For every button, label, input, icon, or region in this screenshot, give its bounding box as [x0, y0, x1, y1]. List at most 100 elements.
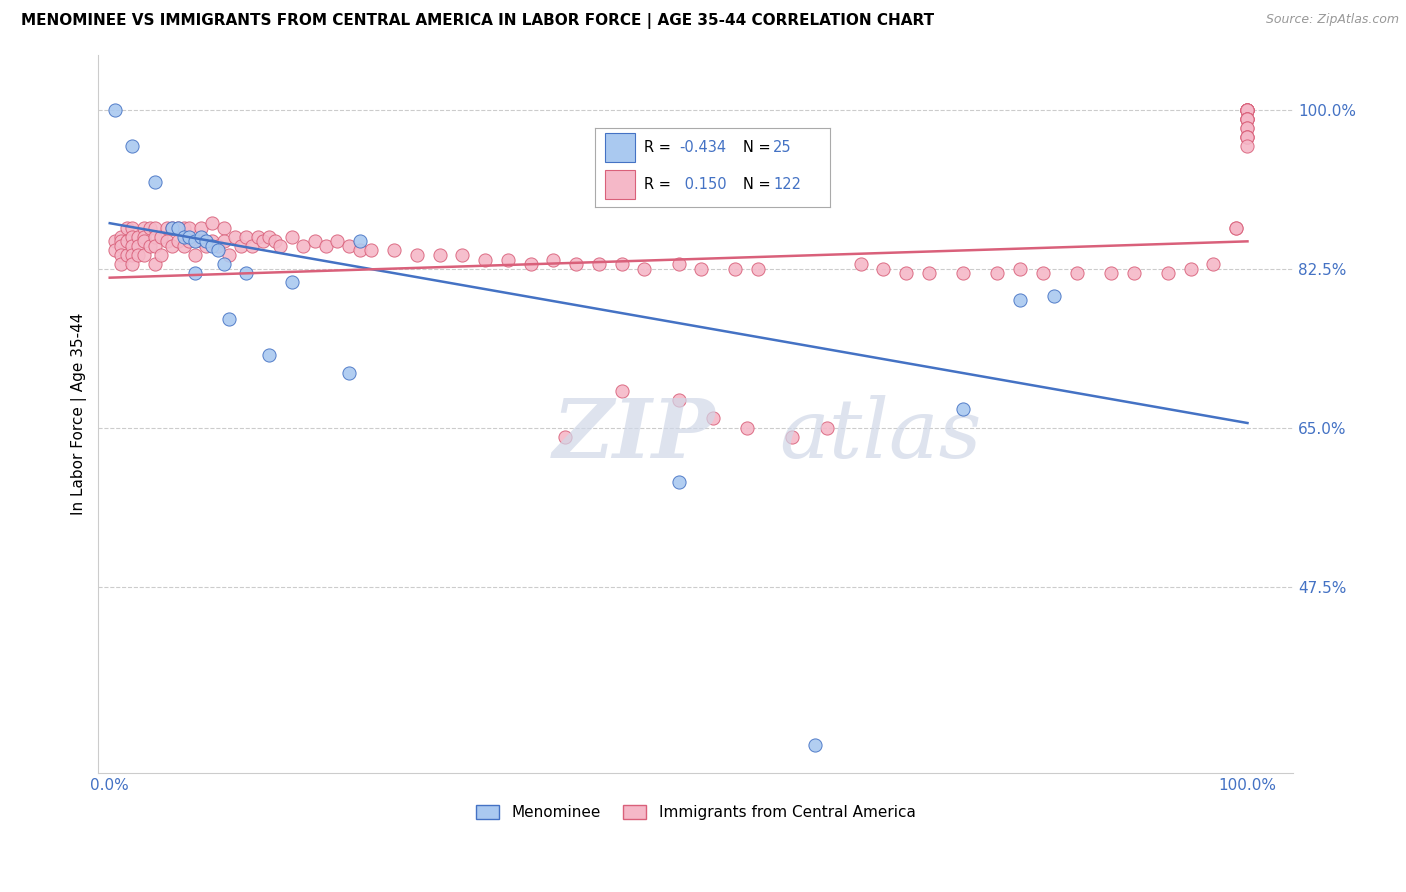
Point: [349, 235, 371, 249]
Point: [184, 248, 207, 262]
Point: [1236, 139, 1258, 153]
Text: Source: ZipAtlas.com: Source: ZipAtlas.com: [1265, 13, 1399, 27]
Point: [127, 229, 149, 244]
Point: [115, 220, 138, 235]
Text: -0.434: -0.434: [679, 140, 727, 155]
Point: [337, 239, 360, 253]
Point: [610, 384, 633, 399]
Point: [872, 261, 894, 276]
Point: [292, 239, 315, 253]
Point: [918, 266, 941, 280]
Point: [156, 235, 179, 249]
Point: [1202, 257, 1225, 271]
Point: [1236, 103, 1258, 117]
Point: [179, 220, 201, 235]
Bar: [605, 133, 636, 161]
Point: [986, 266, 1008, 280]
Point: [565, 257, 588, 271]
Point: [212, 220, 235, 235]
Point: [1236, 120, 1258, 135]
Point: [127, 239, 149, 253]
Bar: [605, 170, 636, 199]
Point: [269, 239, 291, 253]
Point: [143, 257, 166, 271]
Text: ZIP: ZIP: [553, 395, 714, 475]
Point: [304, 235, 326, 249]
Y-axis label: In Labor Force | Age 35-44: In Labor Force | Age 35-44: [72, 313, 87, 515]
Point: [149, 229, 172, 244]
Point: [952, 266, 974, 280]
Text: atlas: atlas: [779, 395, 981, 475]
Text: R =: R =: [644, 177, 681, 192]
Point: [104, 103, 127, 117]
Point: [543, 252, 565, 267]
Point: [173, 239, 195, 253]
Point: [690, 261, 713, 276]
Point: [138, 220, 160, 235]
Point: [110, 229, 132, 244]
Point: [1236, 112, 1258, 126]
Text: 25: 25: [773, 140, 792, 155]
Point: [1236, 129, 1258, 144]
Point: [235, 266, 257, 280]
Point: [610, 257, 633, 271]
Point: [519, 257, 541, 271]
Point: [143, 175, 166, 189]
Point: [121, 257, 143, 271]
Point: [132, 229, 155, 244]
Point: [1180, 261, 1202, 276]
Point: [127, 248, 149, 262]
Point: [104, 235, 127, 249]
Point: [132, 220, 155, 235]
Point: [849, 257, 872, 271]
Point: [110, 239, 132, 253]
Point: [212, 257, 235, 271]
Point: [1236, 103, 1258, 117]
Point: [252, 235, 274, 249]
Point: [257, 348, 280, 362]
Point: [668, 257, 690, 271]
Point: [110, 235, 132, 249]
Text: MENOMINEE VS IMMIGRANTS FROM CENTRAL AMERICA IN LABOR FORCE | AGE 35-44 CORRELAT: MENOMINEE VS IMMIGRANTS FROM CENTRAL AME…: [21, 13, 934, 29]
Point: [143, 229, 166, 244]
Point: [588, 257, 610, 271]
Point: [212, 235, 235, 249]
Point: [747, 261, 769, 276]
Point: [1236, 112, 1258, 126]
Point: [162, 220, 184, 235]
Point: [138, 239, 160, 253]
Point: [326, 235, 349, 249]
Point: [156, 220, 179, 235]
Point: [201, 239, 224, 253]
Point: [110, 257, 132, 271]
Point: [1236, 129, 1258, 144]
Point: [281, 229, 304, 244]
Point: [1236, 103, 1258, 117]
Text: 122: 122: [773, 177, 801, 192]
Point: [337, 366, 360, 380]
Point: [207, 244, 229, 258]
Point: [201, 216, 224, 230]
Point: [132, 248, 155, 262]
Point: [633, 261, 655, 276]
Point: [1043, 289, 1066, 303]
Point: [263, 235, 285, 249]
Point: [496, 252, 519, 267]
Legend: Menominee, Immigrants from Central America: Menominee, Immigrants from Central Ameri…: [470, 799, 921, 826]
Point: [1032, 266, 1054, 280]
Point: [257, 229, 280, 244]
Point: [179, 235, 201, 249]
Point: [184, 266, 207, 280]
Point: [167, 220, 190, 235]
Point: [952, 402, 974, 417]
Point: [815, 420, 838, 434]
Point: [474, 252, 496, 267]
Point: [167, 235, 190, 249]
Point: [724, 261, 747, 276]
Point: [132, 235, 155, 249]
Point: [143, 220, 166, 235]
Point: [1066, 266, 1088, 280]
Point: [735, 420, 758, 434]
Point: [190, 235, 212, 249]
Point: [121, 139, 143, 153]
